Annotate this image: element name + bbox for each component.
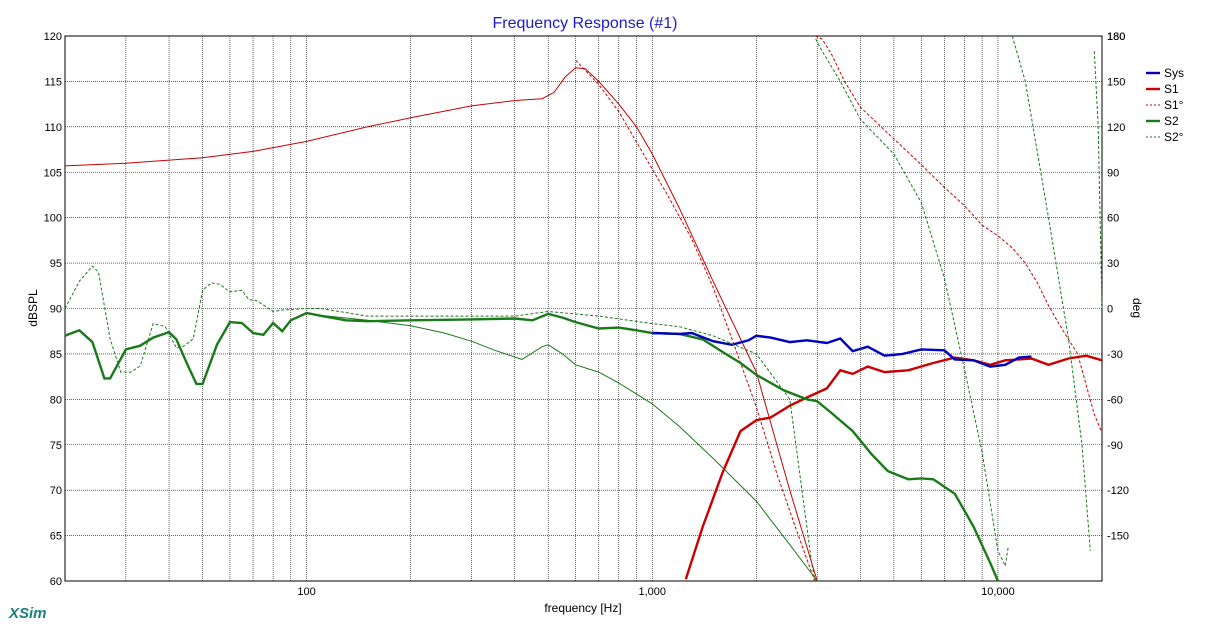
series-line-s1 [64,67,818,582]
y2-tick-label: -30 [1107,349,1123,361]
y2-tick-label: 120 [1107,122,1125,134]
series-line-s1-phase [575,35,1103,582]
y-tick-label: 80 [50,394,62,406]
y-tick-label: 90 [50,304,62,316]
y-tick-label: 85 [50,349,62,361]
y2-tick-label: 30 [1107,258,1119,270]
y2-tick-label: -60 [1107,394,1123,406]
y-tick-label: 120 [44,31,62,43]
legend-label: S2 [1164,114,1179,128]
series-line-s2-phase [64,35,1103,582]
x-axis-ticks: 100 1,000 10,000 [297,586,1014,598]
y-tick-label: 100 [44,213,62,225]
legend-label: S1° [1164,98,1184,112]
y2-axis-label: deg [1130,298,1144,318]
xsim-logo: XSim [8,605,47,622]
legend-label: S2° [1164,130,1184,144]
chart-series [64,35,1103,582]
y-tick-label: 95 [50,258,62,270]
series-line-s1 [684,354,1103,580]
legend-label: S1 [1164,82,1179,96]
y-tick-label: 60 [50,576,62,588]
y-tick-label: 105 [44,167,62,179]
x-tick-label: 100 [297,586,315,598]
y2-tick-label: 60 [1107,213,1119,225]
y-tick-label: 75 [50,440,62,452]
x-tick-label: 1,000 [639,586,667,598]
y2-tick-label: 180 [1107,31,1125,43]
chart-title: Frequency Response (#1) [493,15,678,32]
y-tick-label: 115 [44,76,62,88]
legend-label: Sys [1164,66,1184,80]
series-line-s2 [306,313,818,582]
chart-grid [65,35,1102,582]
y2-tick-label: -120 [1107,485,1129,497]
y-tick-label: 110 [44,122,62,134]
y2-tick-label: 0 [1107,304,1113,316]
y-axis-ticks: 60 65 70 75 80 85 90 95 100 105 110 115 120 [44,31,62,588]
chart-legend: Sys S1 S1° S2 S2° [1146,66,1184,144]
y2-tick-label: 180 [1107,31,1125,43]
y2-tick-label: -150 [1107,531,1129,543]
x-axis-label: frequency [Hz] [544,601,621,615]
x-tick-label: 10,000 [981,586,1015,598]
series-line-s2 [64,311,1000,582]
y2-tick-label: 90 [1107,167,1119,179]
y-axis-label: dBSPL [26,289,40,327]
y2-tick-label: 150 [1107,76,1125,88]
y2-tick-label: -90 [1107,440,1123,452]
series-line-sys [652,331,1032,368]
y-tick-label: 70 [50,485,62,497]
y-tick-label: 65 [50,531,62,543]
